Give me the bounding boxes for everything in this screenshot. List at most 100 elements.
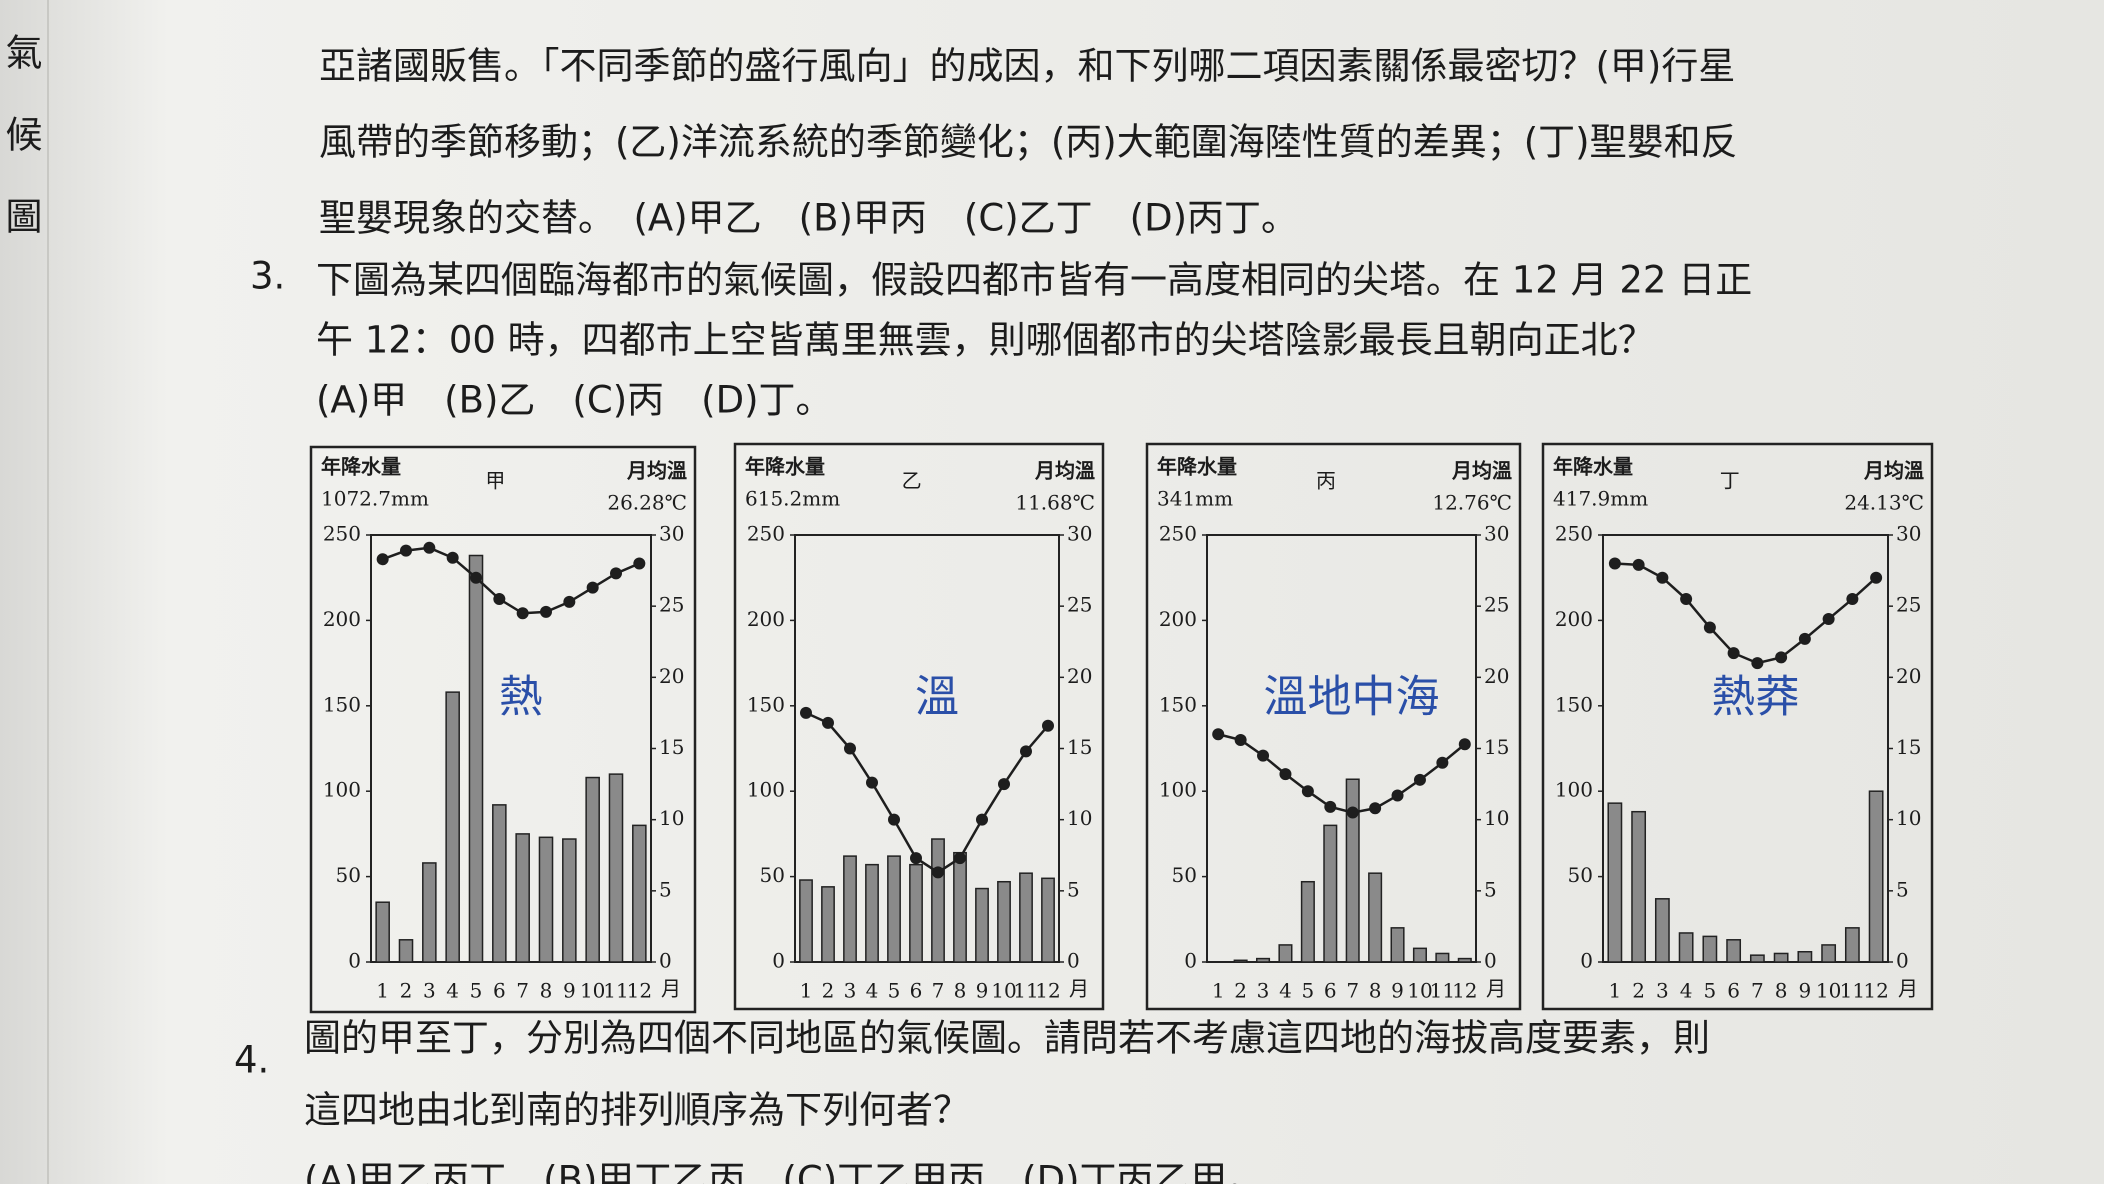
y2-tick-label: 25 bbox=[1067, 593, 1092, 617]
precip-bar bbox=[1300, 880, 1315, 963]
x-tick-label: 12 bbox=[1452, 979, 1477, 1003]
y2-tick-label: 0 bbox=[1896, 949, 1909, 973]
y-tick-label: 250 bbox=[1555, 522, 1593, 546]
x-tick-label: 8 bbox=[540, 979, 553, 1003]
x-tick-label: 10 bbox=[1407, 979, 1432, 1003]
precip-bar bbox=[843, 855, 857, 963]
temp-point bbox=[400, 544, 412, 557]
y-tick-label: 250 bbox=[747, 522, 785, 546]
precip-bar bbox=[585, 776, 600, 963]
question-number: 3. bbox=[250, 255, 285, 298]
x-tick-label: 9 bbox=[1799, 979, 1812, 1003]
y-tick-label: 50 bbox=[336, 863, 361, 887]
temp-mean: 24.13℃ bbox=[1844, 491, 1924, 515]
precip-bar bbox=[515, 833, 530, 963]
temp-point bbox=[1324, 800, 1337, 813]
y2-tick-label: 25 bbox=[1484, 593, 1509, 617]
precip-bar bbox=[953, 851, 967, 963]
x-tick-label: 12 bbox=[627, 979, 652, 1003]
x-tick-label: 5 bbox=[470, 979, 483, 1003]
x-tick-label: 10 bbox=[1816, 979, 1841, 1003]
x-tick-label: 4 bbox=[1680, 979, 1693, 1003]
y2-tick-label: 20 bbox=[1484, 664, 1509, 688]
temp-point bbox=[822, 716, 834, 729]
temp-point bbox=[376, 553, 389, 566]
x-tick-label: 11 bbox=[1013, 979, 1038, 1003]
chart-title: 丙 bbox=[1316, 469, 1336, 493]
temp-point bbox=[954, 852, 966, 865]
question-number: 4. bbox=[234, 1039, 269, 1082]
precip-bar bbox=[1345, 778, 1360, 963]
temp-point bbox=[976, 813, 988, 826]
x-tick-label: 6 bbox=[493, 979, 506, 1003]
precip-total: 417.9mm bbox=[1553, 487, 1648, 511]
temp-point bbox=[1234, 733, 1247, 746]
x-tick-label: 5 bbox=[1302, 979, 1315, 1003]
precip-bar bbox=[1678, 932, 1694, 963]
precip-bar bbox=[1797, 951, 1813, 963]
temp-point bbox=[493, 593, 506, 606]
margin-label: 候 bbox=[6, 114, 43, 157]
temp-point bbox=[1212, 728, 1225, 741]
precip-bar bbox=[468, 554, 484, 963]
x-tick-label: 8 bbox=[1775, 979, 1788, 1003]
temp-point bbox=[1775, 651, 1788, 664]
x-tick-label: 5 bbox=[888, 979, 901, 1003]
temp-point bbox=[1822, 612, 1835, 625]
x-unit: 月 bbox=[1486, 977, 1506, 1001]
y-tick-label: 100 bbox=[323, 778, 361, 802]
y2-tick-label: 15 bbox=[1067, 735, 1092, 759]
question-text: 下圖為某四個臨海都市的氣候圖，假設四都市皆有一高度相同的尖塔。在 12 月 22… bbox=[316, 259, 1752, 302]
temp-point bbox=[470, 571, 482, 584]
chart-title: 乙 bbox=[902, 469, 922, 493]
precip-bar bbox=[975, 887, 989, 963]
temp-point bbox=[1413, 773, 1426, 786]
x-tick-label: 10 bbox=[991, 979, 1016, 1003]
temp-label: 月均溫 bbox=[1863, 459, 1924, 483]
precip-bar bbox=[632, 824, 647, 963]
precip-bar bbox=[375, 901, 390, 963]
temp-point bbox=[1608, 557, 1621, 570]
y2-tick-label: 20 bbox=[659, 664, 684, 688]
precip-bar bbox=[1702, 935, 1718, 963]
x-tick-label: 7 bbox=[1751, 979, 1764, 1003]
temp-point bbox=[800, 706, 812, 719]
y2-tick-label: 10 bbox=[1896, 806, 1921, 830]
x-tick-label: 3 bbox=[423, 979, 436, 1003]
precip-bar bbox=[1844, 927, 1860, 963]
temp-point bbox=[888, 813, 900, 826]
precip-total: 1072.7mm bbox=[321, 487, 429, 511]
x-tick-label: 6 bbox=[1727, 979, 1740, 1003]
precip-bar bbox=[997, 880, 1011, 963]
x-tick-label: 3 bbox=[1257, 979, 1270, 1003]
x-tick-label: 2 bbox=[1632, 979, 1645, 1003]
question-text: 風帶的季節移動；(乙)洋流系統的季節變化；(丙)大範圍海陸性質的差異；(丁)聖嬰… bbox=[319, 121, 1738, 164]
y-tick-label: 100 bbox=[1555, 778, 1593, 802]
x-tick-label: 4 bbox=[1279, 979, 1292, 1003]
x-tick-label: 2 bbox=[1234, 979, 1247, 1003]
y2-tick-label: 30 bbox=[659, 522, 684, 546]
temp-point bbox=[610, 567, 622, 580]
temp-point bbox=[844, 742, 856, 755]
x-tick-label: 2 bbox=[400, 979, 413, 1003]
y2-tick-label: 0 bbox=[1484, 949, 1497, 973]
handwritten-note: 熱 bbox=[499, 672, 543, 723]
y2-tick-label: 30 bbox=[1484, 522, 1509, 546]
precip-bar bbox=[1368, 872, 1383, 963]
y2-tick-label: 10 bbox=[659, 806, 684, 830]
margin-label: 氣 bbox=[6, 32, 43, 75]
x-tick-label: 8 bbox=[954, 979, 967, 1003]
x-tick-label: 11 bbox=[1840, 979, 1865, 1003]
y-tick-label: 150 bbox=[1555, 692, 1593, 716]
temp-point bbox=[1798, 632, 1811, 645]
precip-bar bbox=[422, 862, 437, 963]
precip-bar bbox=[1821, 944, 1837, 963]
y2-tick-label: 5 bbox=[659, 877, 672, 901]
precip-bar bbox=[1654, 898, 1670, 963]
x-tick-label: 3 bbox=[844, 979, 857, 1003]
precip-bar bbox=[608, 773, 624, 963]
temp-mean: 26.28℃ bbox=[607, 491, 687, 515]
precip-bar bbox=[1278, 944, 1293, 963]
